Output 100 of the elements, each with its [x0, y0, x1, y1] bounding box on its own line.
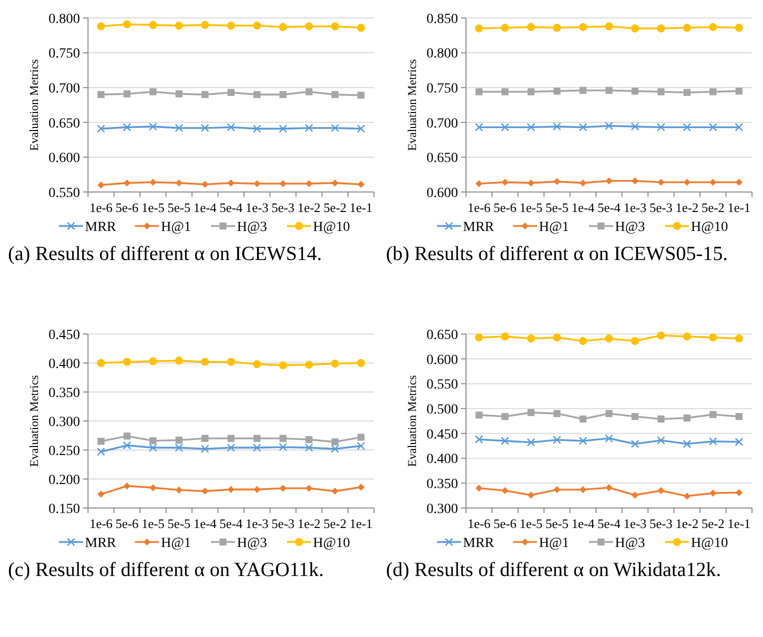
point — [632, 413, 638, 420]
point — [228, 179, 234, 186]
legend-label: H@1 — [161, 536, 192, 551]
point — [683, 24, 691, 32]
point — [124, 90, 130, 98]
y-tick-label: 0.600 — [426, 352, 458, 368]
y-tick-label: 0.650 — [426, 151, 458, 166]
point — [357, 24, 365, 32]
point — [528, 409, 534, 416]
x-tick-label: 5e-3 — [649, 200, 673, 215]
point — [278, 124, 288, 133]
point — [96, 448, 106, 456]
point — [502, 413, 508, 420]
point — [528, 492, 534, 499]
point — [631, 336, 639, 345]
point — [176, 179, 182, 186]
point — [710, 411, 716, 418]
point — [684, 88, 690, 96]
point — [201, 358, 209, 366]
x-tick-label: 5e-2 — [323, 516, 347, 531]
legend-label: H@10 — [691, 220, 728, 235]
point — [658, 416, 664, 423]
point — [332, 438, 338, 446]
y-tick-label: 0.250 — [48, 444, 80, 459]
x-tick-label: 1e-1 — [349, 516, 373, 531]
point — [331, 22, 339, 30]
y-tick-label: 0.400 — [426, 452, 458, 468]
x-tick-label: 5e-2 — [323, 200, 347, 215]
point — [174, 444, 184, 452]
point — [709, 333, 717, 342]
point — [526, 123, 536, 132]
y-tick-label: 0.300 — [426, 502, 458, 517]
x-tick-label: 1e-4 — [571, 200, 596, 215]
legend-label: H@3 — [615, 536, 646, 551]
point — [476, 180, 482, 188]
point — [580, 416, 586, 423]
y-tick-label: 0.750 — [426, 82, 458, 96]
point — [526, 438, 536, 447]
x-tick-label: 5e-5 — [167, 200, 191, 215]
x-tick-label: 1e-4 — [571, 516, 596, 531]
point — [708, 123, 718, 132]
y-tick-label: 0.550 — [426, 378, 458, 393]
legend-label: MRR — [463, 220, 495, 235]
point — [122, 123, 132, 132]
point — [475, 333, 483, 342]
point — [734, 123, 744, 132]
x-tick-label: 1e-6 — [467, 200, 492, 215]
text: (b) Results of different α on ICEWS05-15. — [386, 243, 728, 265]
y-tick-label: 0.300 — [48, 414, 80, 430]
y-tick-label: 0.650 — [426, 328, 458, 343]
point — [502, 178, 508, 186]
legend-label: H@1 — [161, 220, 192, 235]
point — [631, 24, 639, 32]
y-tick-label: 0.450 — [426, 427, 458, 442]
point — [710, 490, 716, 497]
legend-label: MRR — [85, 536, 117, 551]
point — [280, 484, 286, 492]
point — [150, 484, 156, 492]
x-tick-label: 1e-6 — [89, 516, 114, 531]
x-tick-label: 1e-2 — [297, 516, 321, 531]
point — [280, 91, 286, 98]
point — [123, 20, 131, 28]
point — [150, 178, 156, 186]
x-tick-label: 1e-3 — [245, 516, 269, 531]
point — [475, 24, 483, 32]
point — [356, 442, 366, 450]
legend-label: H@10 — [691, 536, 728, 551]
point — [604, 434, 614, 443]
point — [709, 23, 717, 32]
legend-label: H@3 — [237, 220, 268, 235]
point — [150, 437, 156, 444]
point — [279, 361, 287, 370]
point — [98, 490, 104, 498]
point — [332, 488, 338, 495]
point — [150, 88, 156, 96]
point — [358, 434, 364, 441]
x-tick-label: 5e-3 — [271, 516, 295, 531]
y-axis-title: Evaluation Metrics — [405, 374, 419, 467]
point — [580, 179, 586, 186]
x-tick-label: 1e-2 — [297, 200, 321, 215]
point — [500, 436, 510, 446]
point — [657, 24, 665, 32]
point — [254, 486, 260, 493]
point — [304, 444, 314, 452]
point — [96, 124, 106, 133]
point — [578, 123, 588, 132]
point — [604, 122, 614, 130]
point — [280, 434, 286, 442]
x-tick-label: 5e-5 — [545, 516, 569, 531]
point — [735, 334, 743, 342]
point — [553, 333, 561, 342]
y-axis-title: Evaluation Metrics — [405, 58, 419, 151]
point — [554, 410, 560, 418]
x-tick-label: 1e-6 — [89, 200, 114, 215]
point — [736, 489, 742, 496]
point — [606, 86, 612, 94]
point — [605, 22, 613, 30]
y-tick-label: 0.700 — [426, 116, 458, 132]
point — [528, 88, 534, 96]
point — [736, 178, 742, 186]
